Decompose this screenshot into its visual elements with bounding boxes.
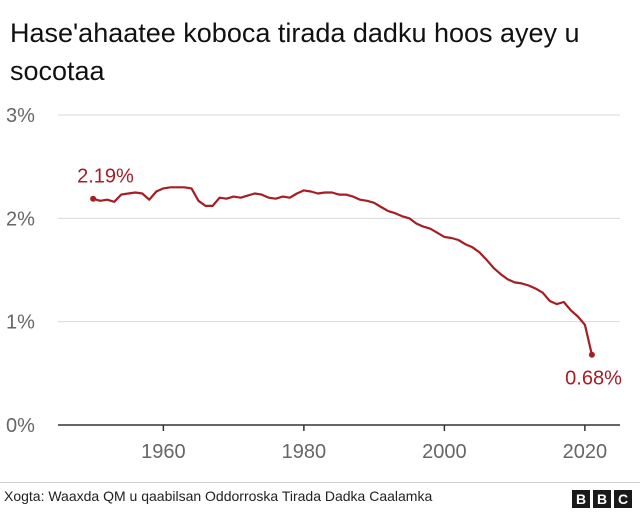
data-label: 0.68%	[565, 368, 622, 390]
y-axis-tick-labels: 0% 1% 2% 3%	[6, 105, 35, 437]
x-tick-label: 2000	[422, 441, 467, 463]
y-tick-label: 1%	[6, 312, 35, 334]
x-tick-label: 2020	[563, 441, 608, 463]
line-chart: 0% 1% 2% 3% 1960 1980 2000 2020 2.19% 0.68%	[6, 105, 622, 463]
y-tick-label: 0%	[6, 415, 35, 437]
population-growth-line	[91, 186, 594, 356]
series-line-layer	[91, 186, 594, 356]
y-tick-label: 2%	[6, 208, 35, 230]
source-note: Xogta: Waaxda QM u qaabilsan Oddorroska …	[4, 488, 433, 504]
y-tick-label: 3%	[6, 105, 35, 127]
bbc-logo: B B C	[572, 490, 632, 508]
data-label: 2.19%	[77, 166, 134, 188]
x-axis-tick-labels: 1960 1980 2000 2020	[141, 441, 607, 463]
logo-letter: C	[614, 490, 632, 508]
x-tick-label: 1980	[282, 441, 327, 463]
annotations: 2.19% 0.68%	[77, 166, 622, 390]
x-tick-label: 1960	[141, 441, 186, 463]
gridlines	[58, 114, 620, 431]
footer-divider	[0, 482, 640, 483]
endpoint-marker	[588, 351, 595, 358]
logo-letter: B	[593, 490, 611, 508]
logo-letter: B	[572, 490, 590, 508]
endpoint-marker	[90, 195, 97, 202]
chart-title: Hase'ahaatee koboca tirada dadku hoos ay…	[10, 18, 580, 86]
